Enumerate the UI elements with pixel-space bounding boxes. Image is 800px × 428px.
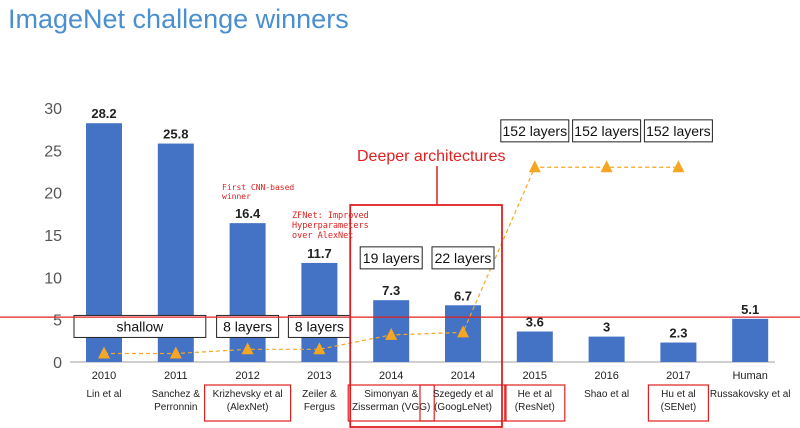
depth-marker [241, 342, 254, 355]
author-label: He et al [518, 389, 552, 400]
x-tick-label: 2013 [307, 370, 331, 382]
author-label: Zeiler & [302, 389, 337, 400]
layer-label-box [572, 119, 642, 143]
author-highlight-box [647, 384, 710, 422]
author-label: Perronnin [154, 402, 197, 413]
page-title: ImageNet challenge winners [8, 4, 349, 34]
layer-label-box [359, 246, 423, 270]
y-tick-label: 10 [44, 270, 62, 287]
layer-label: 8 layers [223, 318, 272, 334]
depth-marker [385, 327, 398, 340]
author-label: Simonyan & [364, 389, 418, 400]
bar [588, 336, 625, 362]
deeper-architectures-box [349, 204, 503, 428]
x-tick-label: 2011 [164, 370, 188, 382]
x-tick-label: 2015 [523, 370, 547, 382]
author-label: Russakovsky et al [710, 389, 791, 400]
bar [660, 342, 697, 362]
annotation-first-cnn: First CNN-based [222, 183, 294, 192]
author-label: Zisserman (VGG) [352, 402, 430, 413]
y-tick-label: 20 [44, 186, 62, 203]
data-label: 6.7 [454, 288, 472, 303]
x-tick-label: Human [732, 370, 767, 382]
author-label: (GoogLeNet) [434, 402, 492, 413]
x-tick-label: 2010 [92, 370, 116, 382]
depth-marker [169, 346, 182, 359]
data-label: 25.8 [163, 127, 188, 142]
author-highlight-box [347, 384, 435, 422]
y-tick-label: 30 [44, 101, 62, 118]
x-tick-label: 2014 [451, 370, 475, 382]
x-tick-label: 2016 [594, 370, 618, 382]
data-label: 7.3 [382, 283, 400, 298]
data-label: 2.3 [669, 326, 687, 341]
author-label: (SENet) [661, 402, 697, 413]
author-highlight-box [504, 384, 566, 422]
layer-label: 152 layers [574, 123, 639, 139]
author-label: Shao et al [584, 389, 629, 400]
layer-label: 22 layers [435, 250, 492, 266]
layer-label: 19 layers [363, 250, 420, 266]
data-label: 16.4 [235, 206, 261, 221]
y-tick-label: 5 [53, 313, 62, 330]
layer-label-box [643, 119, 713, 143]
bar [732, 318, 769, 362]
bar [229, 223, 266, 362]
deeper-architectures-label: Deeper architectures [357, 148, 506, 165]
author-label: (AlexNet) [227, 402, 269, 413]
x-tick-label: 2014 [379, 370, 403, 382]
depth-marker [600, 160, 613, 173]
author-label: (ResNet) [515, 402, 555, 413]
data-label: 11.7 [307, 246, 332, 261]
layer-label: 8 layers [295, 318, 344, 334]
layer-label: shallow [117, 318, 165, 334]
author-label: Hu et al [661, 389, 695, 400]
depth-marker [672, 160, 685, 173]
depth-marker [98, 346, 110, 359]
author-highlight-box [204, 384, 292, 422]
x-tick-label: 2017 [666, 370, 690, 382]
depth-marker [313, 342, 326, 355]
data-label: 5.1 [741, 302, 759, 317]
layer-label-box [431, 246, 495, 270]
y-tick-label: 15 [44, 228, 62, 245]
author-label: Krizhevsky et al [213, 389, 283, 400]
annotation-zfnet: ZFNet: Improved [292, 211, 369, 221]
layer-label: 152 layers [503, 123, 568, 139]
depth-marker [457, 325, 469, 338]
y-tick-label: 25 [44, 143, 62, 160]
annotation-first-cnn: winner [222, 192, 251, 201]
annotation-zfnet: over AlexNet [292, 231, 353, 241]
author-label: Fergus [304, 402, 335, 413]
data-label: 28.2 [91, 106, 116, 121]
layer-label-box [216, 314, 280, 338]
author-label: Lin et al [86, 389, 121, 400]
data-label: 3 [603, 320, 610, 335]
author-label: Szegedy et al [433, 389, 494, 400]
layer-label-box [73, 314, 207, 338]
data-label: 3.6 [526, 315, 544, 330]
layer-label-box [500, 119, 570, 143]
y-tick-label: 0 [53, 355, 62, 372]
annotation-zfnet: Hyperparameters [292, 221, 369, 231]
layer-label: 152 layers [646, 123, 711, 139]
x-tick-label: 2012 [235, 370, 259, 382]
depth-marker [528, 160, 541, 173]
author-label: Sanchez & [152, 389, 201, 400]
bar [516, 331, 553, 362]
author-highlight-box [419, 384, 507, 422]
